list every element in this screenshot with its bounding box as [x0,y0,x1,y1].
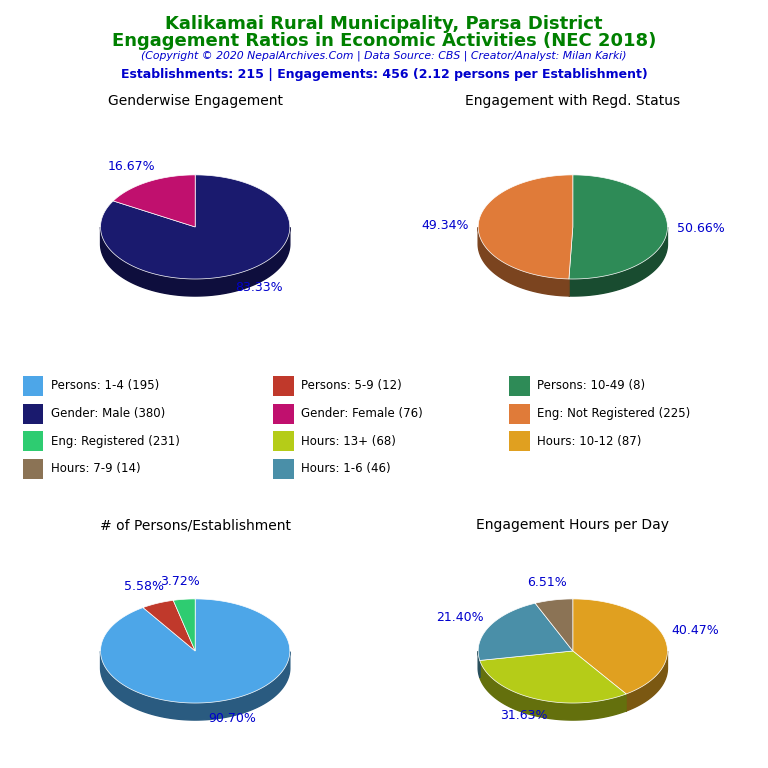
Polygon shape [101,599,290,703]
Text: Gender: Male (380): Gender: Male (380) [51,407,165,420]
Polygon shape [478,175,573,279]
Text: Kalikamai Rural Municipality, Parsa District: Kalikamai Rural Municipality, Parsa Dist… [165,15,603,33]
Polygon shape [143,601,195,651]
Bar [23,459,43,479]
Text: Gender: Female (76): Gender: Female (76) [301,407,423,420]
Polygon shape [535,599,573,651]
Text: Hours: 1-6 (46): Hours: 1-6 (46) [301,462,391,475]
Title: # of Persons/Establishment: # of Persons/Establishment [100,518,290,532]
Text: 83.33%: 83.33% [235,281,283,294]
Polygon shape [478,227,569,296]
Polygon shape [569,227,667,296]
Text: Persons: 5-9 (12): Persons: 5-9 (12) [301,379,402,392]
Bar [509,432,530,452]
Bar [273,376,294,396]
Bar [273,432,294,452]
Bar [23,376,43,396]
Text: Hours: 7-9 (14): Hours: 7-9 (14) [51,462,141,475]
Text: Hours: 10-12 (87): Hours: 10-12 (87) [538,435,642,448]
Polygon shape [101,227,290,296]
Title: Engagement with Regd. Status: Engagement with Regd. Status [465,94,680,108]
Text: 90.70%: 90.70% [208,712,256,725]
Bar [509,376,530,396]
Text: 6.51%: 6.51% [527,576,567,588]
Text: Eng: Registered (231): Eng: Registered (231) [51,435,180,448]
Polygon shape [478,651,480,677]
Text: Persons: 10-49 (8): Persons: 10-49 (8) [538,379,645,392]
Bar [273,459,294,479]
Polygon shape [626,651,667,711]
Polygon shape [174,599,195,651]
Text: 16.67%: 16.67% [108,160,155,173]
Text: 40.47%: 40.47% [671,624,719,637]
Polygon shape [569,175,667,279]
Text: 5.58%: 5.58% [124,580,164,593]
Bar [23,432,43,452]
Ellipse shape [478,616,667,720]
Text: Eng: Not Registered (225): Eng: Not Registered (225) [538,407,690,420]
Bar [509,403,530,423]
Bar [23,403,43,423]
Polygon shape [480,660,626,720]
Text: Persons: 1-4 (195): Persons: 1-4 (195) [51,379,159,392]
Ellipse shape [478,192,667,296]
Text: Establishments: 215 | Engagements: 456 (2.12 persons per Establishment): Establishments: 215 | Engagements: 456 (… [121,68,647,81]
Polygon shape [478,603,573,660]
Ellipse shape [101,192,290,296]
Text: 21.40%: 21.40% [436,611,484,624]
Polygon shape [113,175,195,227]
Polygon shape [101,651,290,720]
Text: (Copyright © 2020 NepalArchives.Com | Data Source: CBS | Creator/Analyst: Milan : (Copyright © 2020 NepalArchives.Com | Da… [141,51,627,61]
Text: Hours: 13+ (68): Hours: 13+ (68) [301,435,396,448]
Text: 3.72%: 3.72% [161,574,200,588]
Polygon shape [480,651,626,703]
Text: 50.66%: 50.66% [677,222,724,235]
Title: Genderwise Engagement: Genderwise Engagement [108,94,283,108]
Title: Engagement Hours per Day: Engagement Hours per Day [476,518,670,532]
Bar [273,403,294,423]
Text: 31.63%: 31.63% [500,710,548,723]
Text: Engagement Ratios in Economic Activities (NEC 2018): Engagement Ratios in Economic Activities… [112,32,656,50]
Polygon shape [573,599,667,694]
Text: 49.34%: 49.34% [422,219,468,232]
Polygon shape [101,175,290,279]
Ellipse shape [101,616,290,720]
